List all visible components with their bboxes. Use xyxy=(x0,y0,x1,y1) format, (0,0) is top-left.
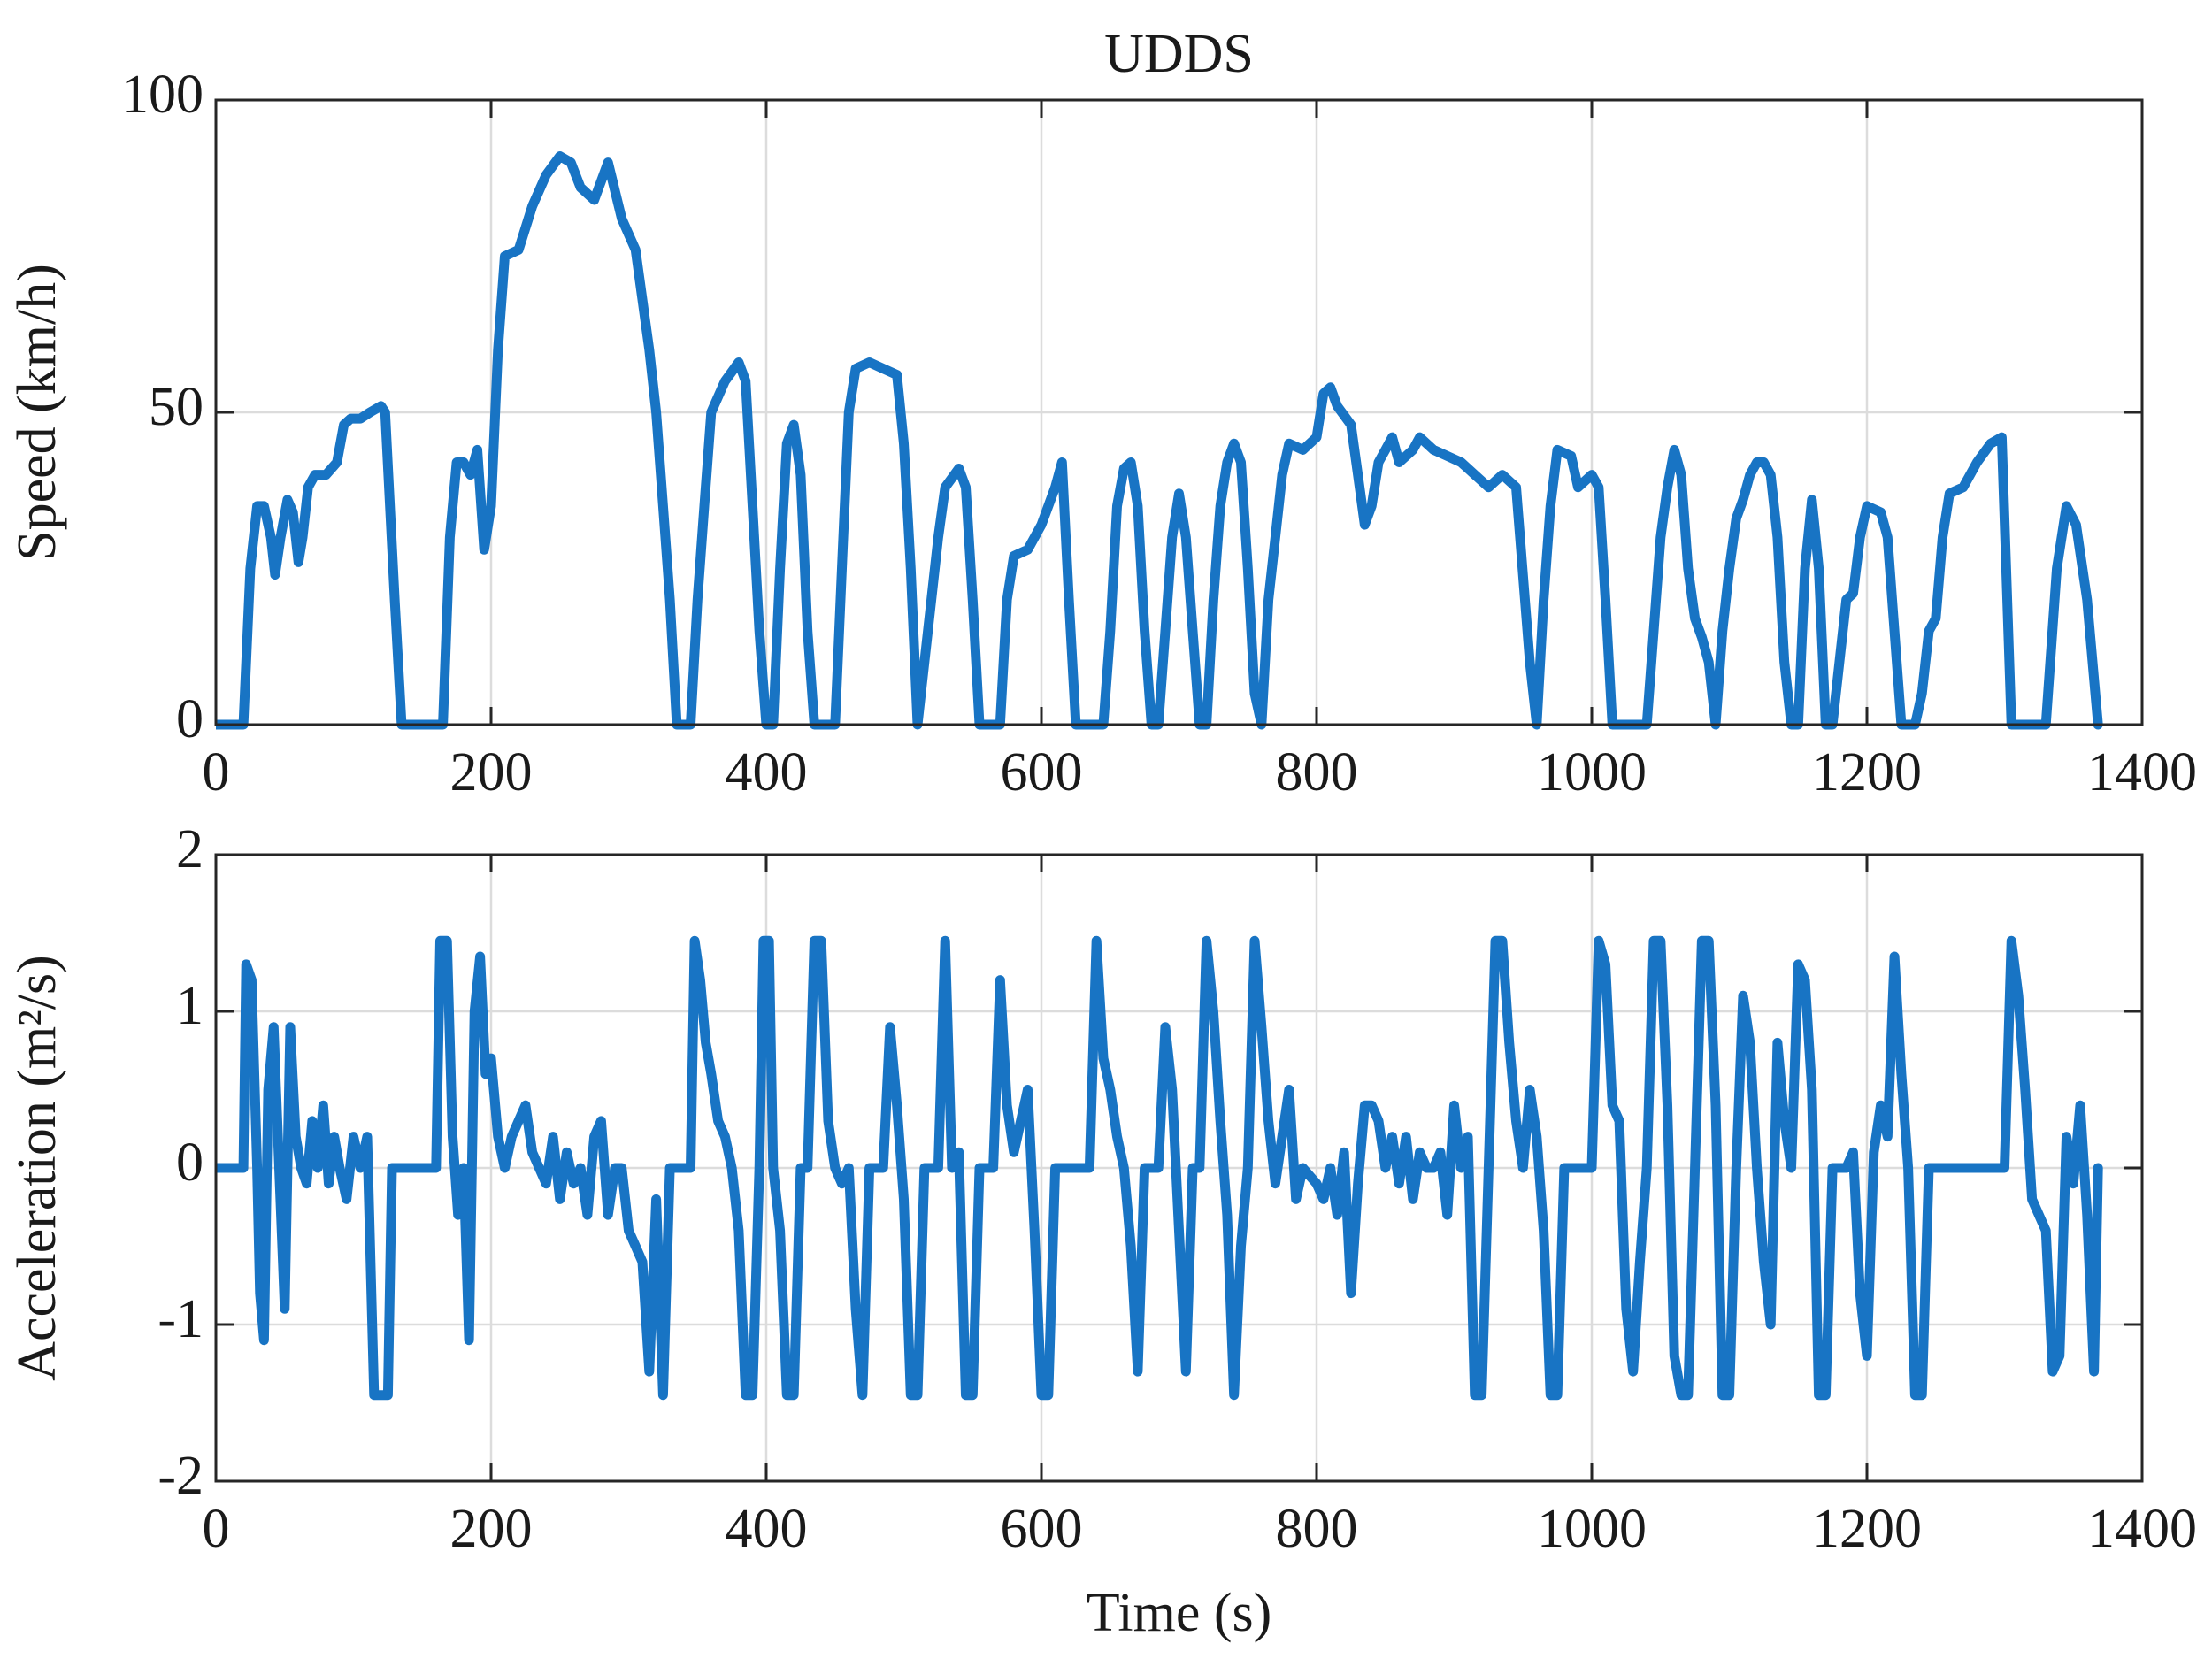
x-tick-label: 0 xyxy=(203,742,230,803)
axes-frame xyxy=(214,853,2144,1483)
x-axis-label: Time (s) xyxy=(1087,1583,1272,1643)
x-tick-label: 1000 xyxy=(1537,742,1647,803)
y-axis-label: Acceleration (m²/s) xyxy=(7,955,67,1381)
x-tick-label: 1200 xyxy=(1812,742,1922,803)
y-tick-label: -1 xyxy=(157,1289,204,1349)
x-tick-label: 1400 xyxy=(2087,742,2197,803)
y-tick-label: 0 xyxy=(176,689,204,749)
x-tick-label: 1400 xyxy=(2087,1499,2197,1559)
y-tick-label: 50 xyxy=(149,377,204,437)
y-tick-label: -2 xyxy=(157,1446,204,1506)
x-tick-label: 800 xyxy=(1276,1499,1358,1559)
y-tick-label: 100 xyxy=(121,65,204,125)
x-tick-label: 400 xyxy=(726,742,808,803)
x-tick-label: 0 xyxy=(203,1499,230,1559)
y-tick-label: 0 xyxy=(176,1133,204,1193)
x-tick-label: 600 xyxy=(1001,1499,1083,1559)
x-tick-label: 600 xyxy=(1001,742,1083,803)
chart-title: UDDS xyxy=(1104,24,1254,84)
axes-frame xyxy=(214,98,2144,726)
y-axis-label: Speed (km/h) xyxy=(7,264,67,561)
y-tick-label: 1 xyxy=(176,976,204,1036)
x-tick-label: 200 xyxy=(450,1499,533,1559)
x-tick-label: 200 xyxy=(450,742,533,803)
x-tick-label: 800 xyxy=(1276,742,1358,803)
x-tick-label: 1000 xyxy=(1537,1499,1647,1559)
data-line xyxy=(216,935,2103,1401)
data-line xyxy=(216,151,2103,730)
x-tick-label: 400 xyxy=(726,1499,808,1559)
x-tick-label: 1200 xyxy=(1812,1499,1922,1559)
y-tick-label: 2 xyxy=(176,819,204,879)
